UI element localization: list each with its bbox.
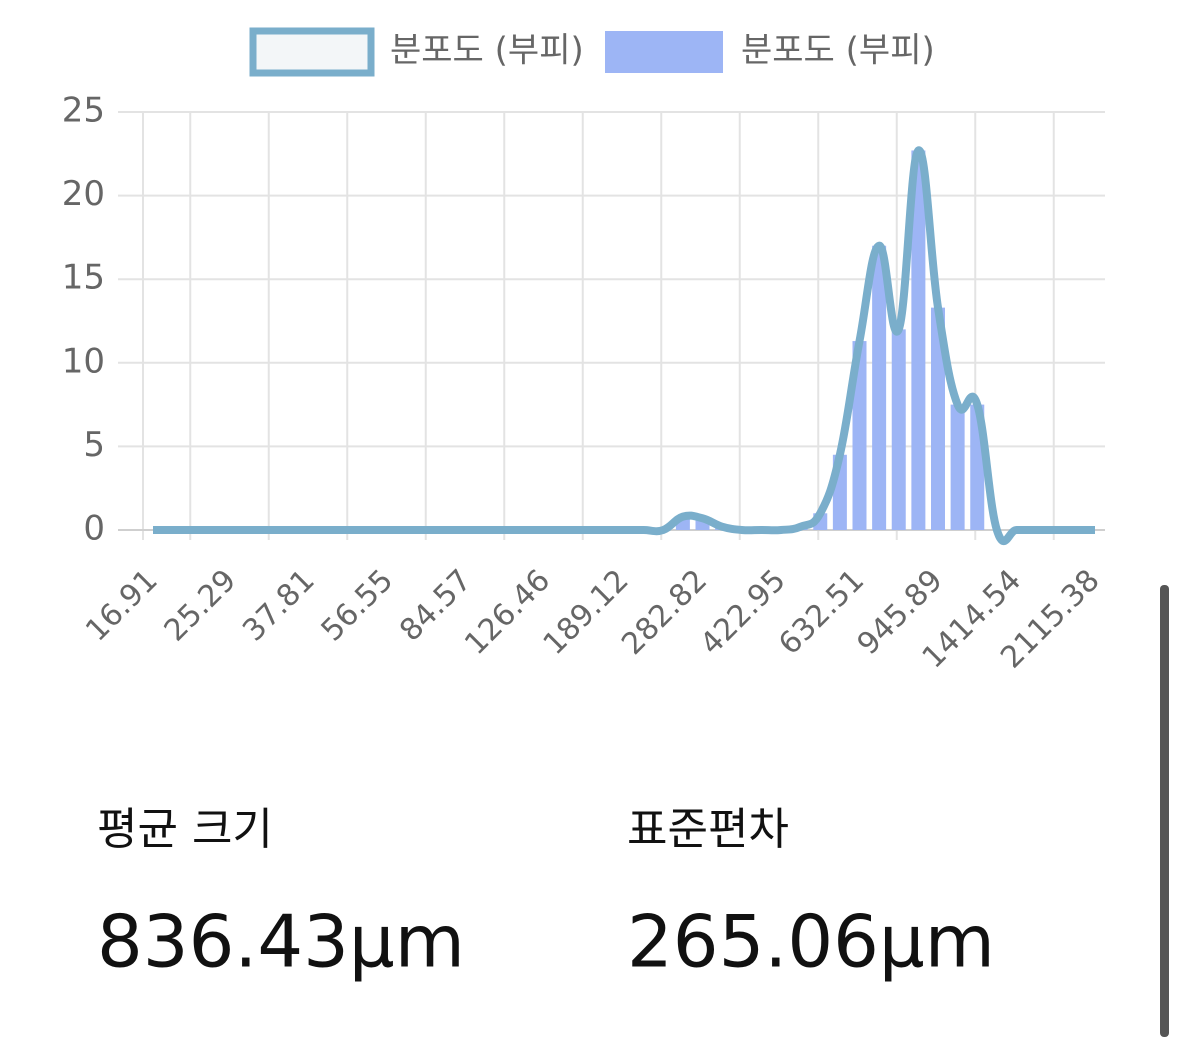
y-tick-label: 25 (62, 91, 105, 131)
x-tick-label: 632.51 (772, 563, 871, 662)
stat-value: 836.43μm (97, 900, 465, 984)
x-tick-label: 16.91 (79, 563, 164, 648)
stat-label: 평균 크기 (97, 804, 273, 855)
x-tick-label: 422.95 (694, 563, 793, 662)
x-tick-label: 126.46 (458, 563, 557, 662)
x-tick-label: 25.29 (158, 563, 243, 648)
bar (911, 150, 926, 530)
legend-swatch (605, 31, 723, 73)
bar (852, 341, 867, 530)
x-tick-label: 282.82 (615, 563, 714, 662)
y-tick-label: 15 (62, 258, 105, 298)
line (152, 146, 1095, 546)
y-tick-label: 0 (83, 509, 105, 549)
bar (872, 245, 887, 530)
x-tick-label: 189.12 (537, 563, 636, 662)
scrollbar[interactable] (1160, 585, 1169, 1037)
bar (695, 518, 710, 530)
bar (950, 404, 965, 530)
x-tick-label: 56.55 (315, 563, 400, 648)
legend-swatch (249, 27, 375, 77)
y-tick-label: 20 (62, 174, 105, 214)
legend-label: 분포도 (부피) (741, 31, 935, 71)
stat-value: 265.06μm (627, 900, 995, 984)
bar (891, 329, 906, 530)
x-tick-label: 37.81 (236, 563, 321, 648)
bar (931, 307, 945, 530)
y-tick-label: 10 (62, 341, 105, 381)
legend-label: 분포도 (부피) (390, 31, 584, 71)
stat-label: 표준편차 (627, 804, 789, 855)
y-tick-label: 5 (83, 425, 105, 465)
